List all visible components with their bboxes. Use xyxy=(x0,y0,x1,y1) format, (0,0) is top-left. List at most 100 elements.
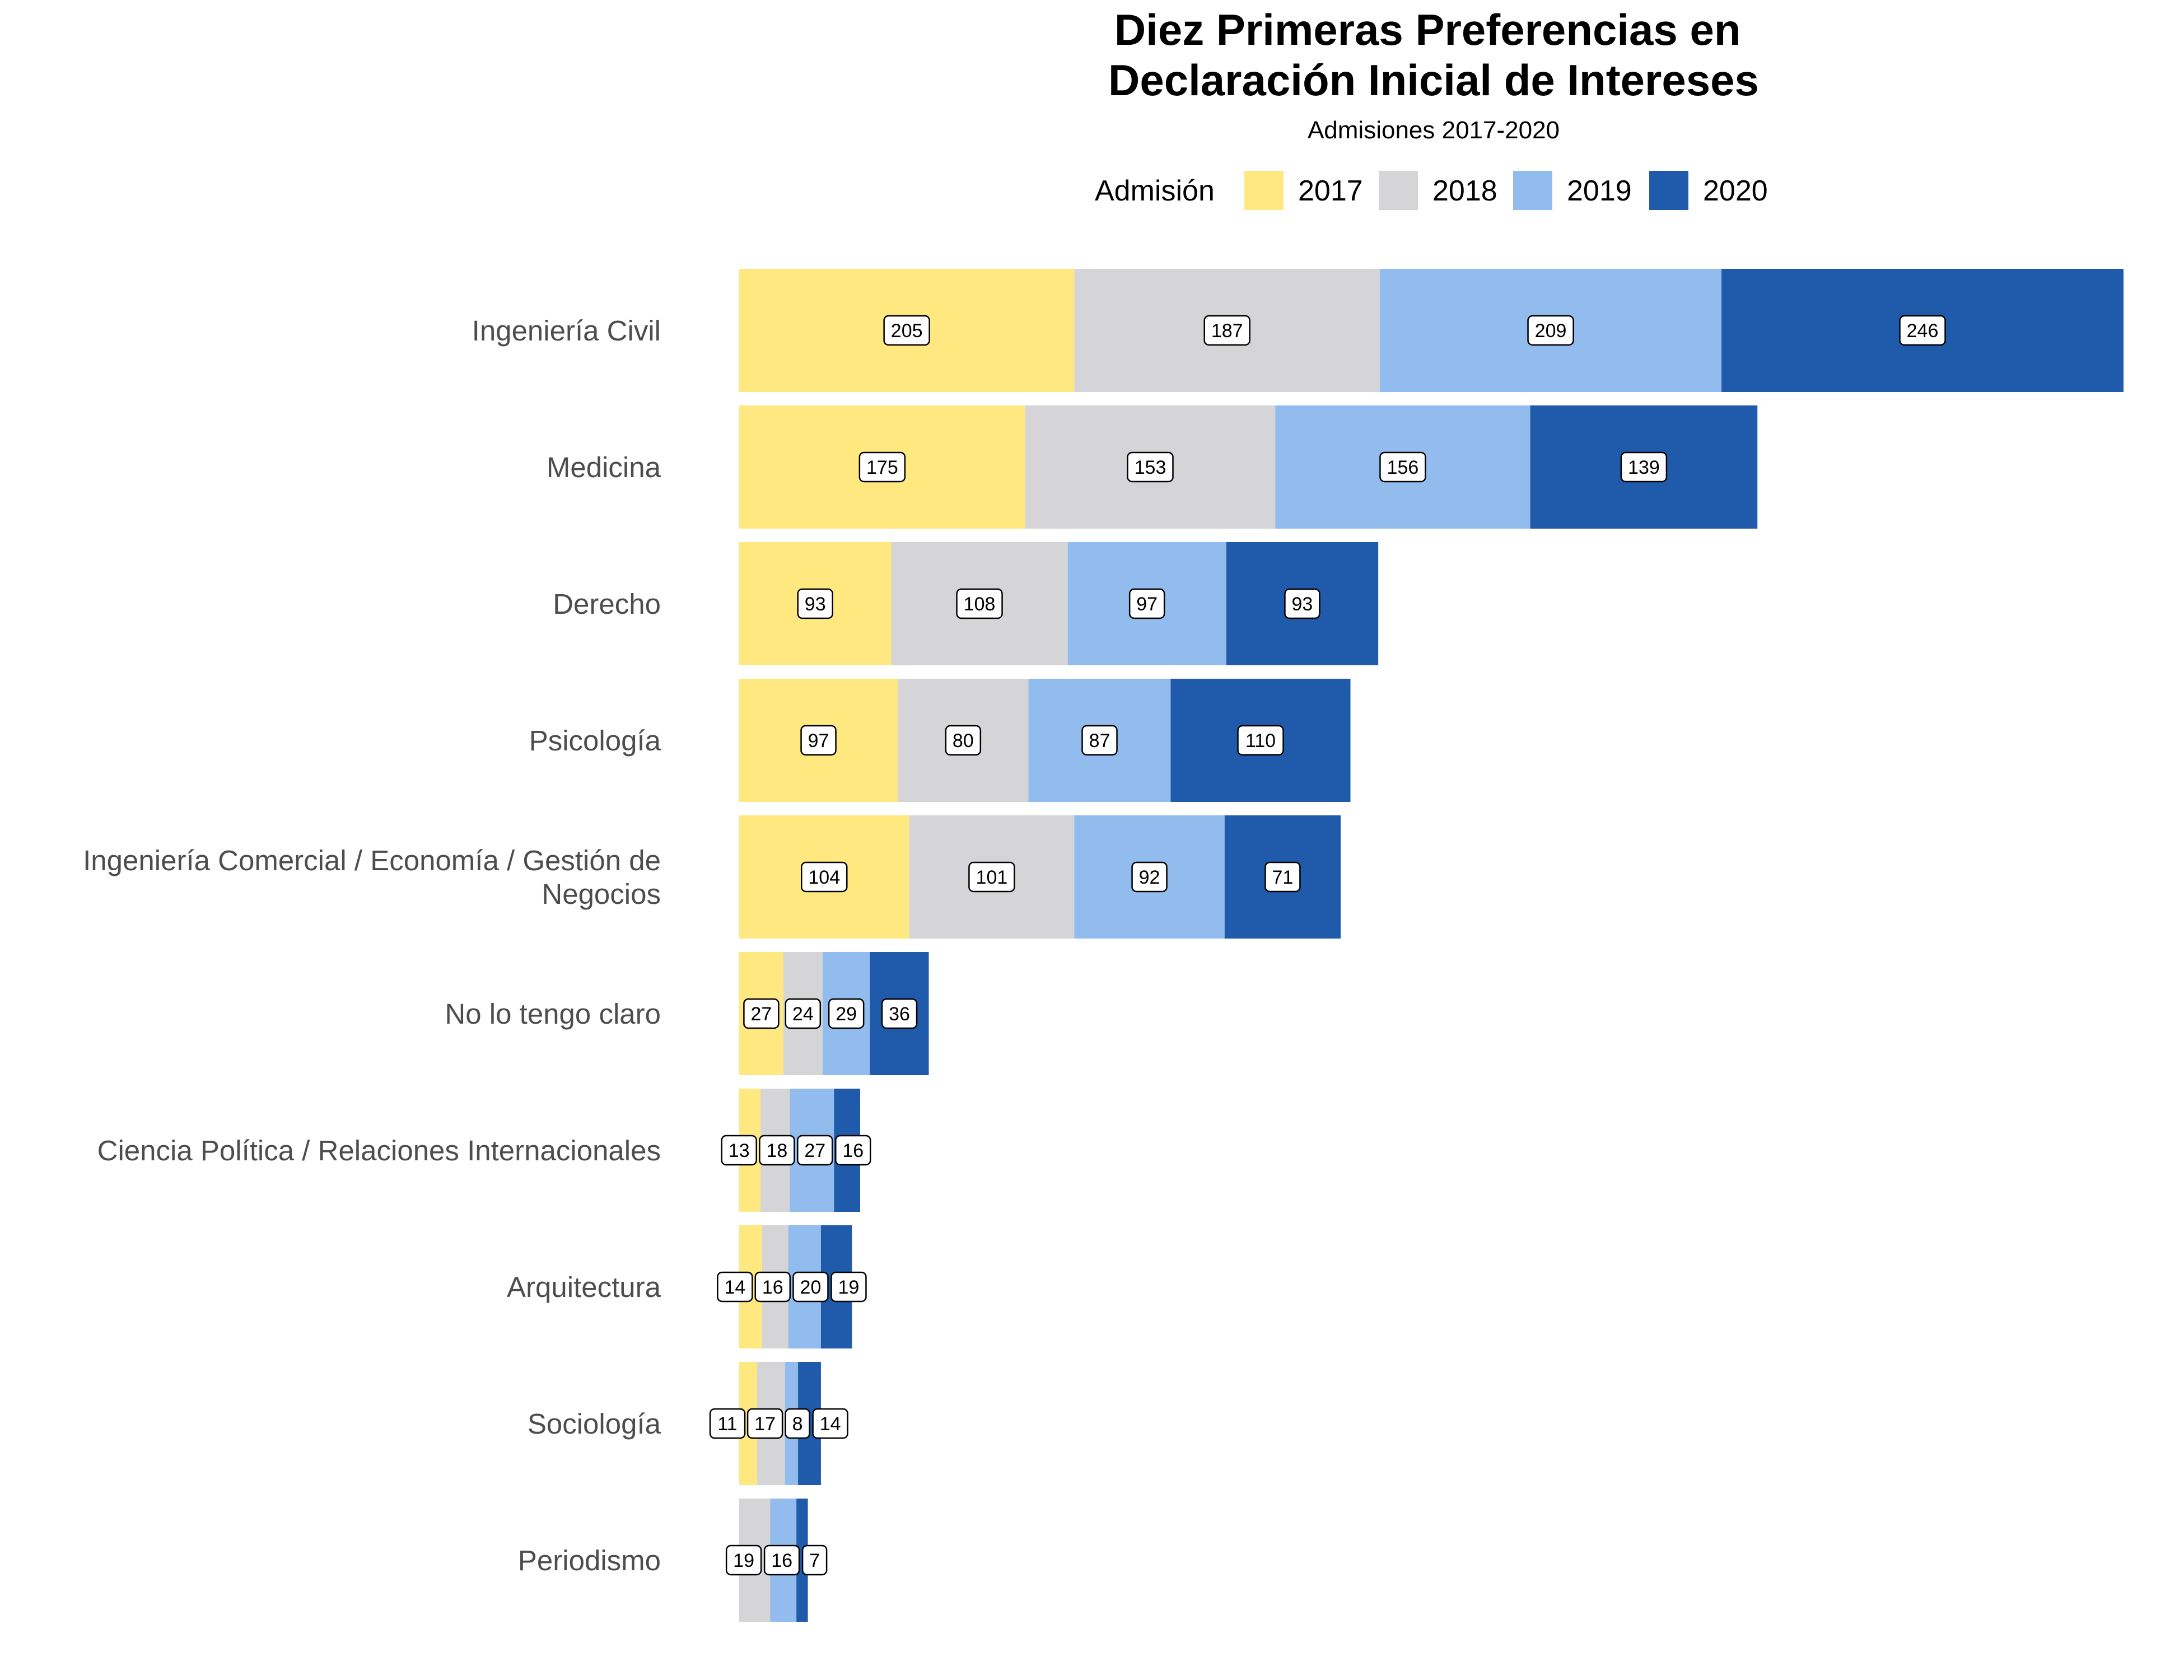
data-label: 205 xyxy=(891,320,923,342)
data-label-box xyxy=(1128,588,1165,619)
data-label-box xyxy=(1131,861,1168,893)
data-label: 17 xyxy=(754,1413,776,1435)
data-label-box xyxy=(1379,451,1426,483)
data-label-box xyxy=(721,1135,757,1166)
data-label-box xyxy=(785,998,822,1029)
data-label: 16 xyxy=(771,1550,792,1571)
data-label-box xyxy=(1081,725,1118,756)
data-label: 71 xyxy=(1272,867,1293,888)
data-label: 139 xyxy=(1628,457,1660,478)
data-label-box xyxy=(812,1408,848,1439)
category-label: Periodismo xyxy=(518,1544,661,1576)
data-label: 36 xyxy=(889,1004,910,1025)
category-label: Ingeniería Civil xyxy=(472,315,661,347)
data-label-box xyxy=(956,588,1003,619)
data-label: 110 xyxy=(1245,730,1276,752)
data-label: 175 xyxy=(866,457,898,478)
category-label: Ciencia Política / Relaciones Internacio… xyxy=(97,1135,661,1166)
data-label-box xyxy=(1127,451,1174,483)
legend-label-2020: 2020 xyxy=(1703,175,1768,207)
data-label: 108 xyxy=(964,594,996,615)
data-label: 8 xyxy=(792,1413,803,1435)
category-label: Medicina xyxy=(547,451,661,483)
category-label: Derecho xyxy=(553,588,661,620)
data-label-box xyxy=(830,1271,867,1303)
data-label: 27 xyxy=(804,1140,825,1161)
data-label-box xyxy=(1620,451,1668,483)
data-label: 97 xyxy=(1136,594,1158,615)
data-label: 93 xyxy=(805,594,826,615)
data-label: 101 xyxy=(976,867,1008,888)
data-label: 104 xyxy=(808,867,840,888)
data-label-box xyxy=(785,1408,810,1439)
data-label-box xyxy=(725,1544,762,1576)
data-label-box xyxy=(1899,315,1946,346)
legend-label-2017: 2017 xyxy=(1298,175,1363,207)
data-label-box xyxy=(1527,315,1574,346)
data-label-box xyxy=(883,315,930,346)
data-label: 187 xyxy=(1211,320,1243,342)
data-label: 11 xyxy=(717,1413,737,1435)
category-label: Ingeniería Comercial / Economía / Gestió… xyxy=(83,844,661,876)
data-label-box xyxy=(754,1271,791,1303)
category-label: Sociología xyxy=(528,1408,661,1440)
chart-title: Diez Primeras Preferencias en Declaració… xyxy=(1108,5,1759,105)
bars-group xyxy=(739,269,2124,1622)
data-label: 87 xyxy=(1089,730,1110,752)
data-label-box xyxy=(1237,725,1284,756)
data-label: 93 xyxy=(1292,594,1313,615)
legend-key-2019 xyxy=(1513,171,1552,210)
category-labels-group: Ingeniería Civil Medicina Derecho Psicologí… xyxy=(83,315,661,1576)
data-label: 16 xyxy=(842,1140,864,1161)
category-label: Arquitectura xyxy=(507,1271,661,1303)
data-label-box xyxy=(881,998,918,1029)
data-label-box xyxy=(1264,861,1301,893)
data-label-box xyxy=(968,861,1015,893)
data-label-box xyxy=(746,1408,783,1439)
data-label: 246 xyxy=(1907,320,1939,342)
data-label: 16 xyxy=(762,1277,783,1298)
data-label-box xyxy=(797,1135,833,1166)
data-label: 97 xyxy=(808,730,829,752)
data-label: 14 xyxy=(820,1413,841,1435)
category-label: Psicología xyxy=(529,725,661,757)
legend-label-2019: 2019 xyxy=(1567,175,1632,207)
data-label-box xyxy=(828,998,865,1029)
data-label: 92 xyxy=(1139,867,1160,888)
legend-key-2018 xyxy=(1379,171,1418,210)
data-label-box xyxy=(792,1271,829,1303)
data-label-box xyxy=(945,725,982,756)
data-label: 29 xyxy=(836,1004,857,1025)
data-label-box xyxy=(743,998,780,1029)
data-label-box xyxy=(797,588,833,619)
data-label: 14 xyxy=(724,1277,745,1298)
data-label-box xyxy=(1203,315,1250,346)
category-label: No lo tengo claro xyxy=(445,998,661,1030)
legend-label-2018: 2018 xyxy=(1432,175,1497,207)
legend: Admisión 2017 2018 2019 2020 xyxy=(1095,171,1768,210)
legend-title: Admisión xyxy=(1095,175,1215,207)
data-label-box xyxy=(858,451,906,483)
data-label: 153 xyxy=(1135,457,1166,478)
data-label-box xyxy=(800,725,837,756)
legend-key-2020 xyxy=(1649,171,1688,210)
data-label-box xyxy=(801,1544,828,1576)
data-label-box xyxy=(801,861,848,893)
data-label: 19 xyxy=(733,1550,754,1571)
data-label-box xyxy=(835,1135,871,1166)
data-label-box xyxy=(759,1135,795,1166)
data-label-box xyxy=(763,1544,800,1576)
data-label-box xyxy=(1284,588,1320,619)
data-label: 24 xyxy=(792,1004,814,1025)
chart-subtitle: Admisiones 2017-2020 xyxy=(1308,116,1560,144)
data-label: 80 xyxy=(953,730,974,752)
chart-title-line-2: Declaración Inicial de Intereses xyxy=(1108,55,1759,105)
data-label-box xyxy=(717,1271,753,1303)
data-label: 18 xyxy=(767,1140,788,1161)
data-label: 20 xyxy=(800,1277,822,1298)
data-label: 13 xyxy=(729,1140,750,1161)
data-label: 27 xyxy=(750,1004,772,1025)
data-label-box xyxy=(709,1408,746,1439)
